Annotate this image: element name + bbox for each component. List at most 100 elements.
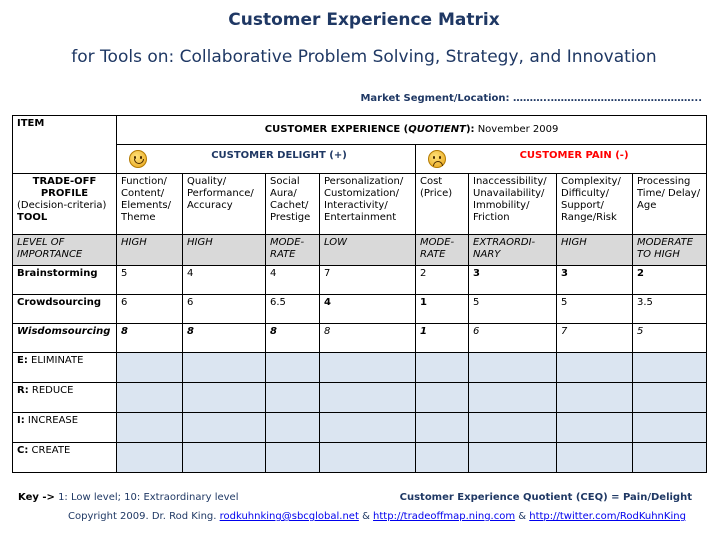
score-cell: 5 — [556, 294, 633, 324]
importance-cell: EXTRAORDI-NARY — [468, 234, 557, 266]
page-subtitle: for Tools on: Collaborative Problem Solv… — [71, 47, 657, 67]
smiley-face-icon — [129, 150, 147, 168]
profile-row: TRADE-OFF PROFILE (Decision-criteria) TO… — [12, 173, 708, 235]
action-cell[interactable] — [631, 382, 708, 413]
score-cell: 7 — [556, 323, 633, 353]
action-cell[interactable] — [319, 412, 416, 443]
score-cell: 5 — [468, 294, 557, 324]
importance-cell: MODE-RATE — [415, 234, 469, 266]
importance-cell: HIGH — [182, 234, 266, 266]
table-row: Brainstorming 5 4 4 7 2 3 3 2 — [12, 265, 708, 295]
score-cell: 1 — [415, 294, 469, 324]
table-row: Wisdomsourcing 8 8 8 8 1 6 7 5 — [12, 323, 708, 353]
criterion-function: Function/ Content/ Elements/ Theme — [116, 173, 183, 235]
action-row-increase: I: INCREASE — [12, 412, 708, 443]
action-cell[interactable] — [319, 352, 416, 383]
criterion-processing-time: Processing Time/ Delay/ Age — [631, 173, 708, 235]
score-cell: 4 — [265, 265, 320, 295]
action-row-reduce: R: REDUCE — [12, 382, 708, 413]
action-cell[interactable] — [556, 382, 633, 413]
score-cell: 3 — [556, 265, 633, 295]
action-cell[interactable] — [319, 442, 416, 473]
action-cell[interactable] — [116, 382, 183, 413]
tradeoffmap-link[interactable]: http://tradeoffmap.ning.com — [373, 511, 516, 522]
action-cell[interactable] — [468, 412, 557, 443]
action-cell[interactable] — [116, 412, 183, 443]
score-cell: 1 — [415, 323, 469, 353]
action-cell[interactable] — [116, 352, 183, 383]
score-cell: 4 — [182, 265, 266, 295]
importance-label: LEVEL OF IMPORTANCE — [12, 234, 117, 266]
action-cell[interactable] — [415, 382, 469, 413]
criterion-complexity: Complexity/ Difficulty/ Support/ Range/R… — [556, 173, 633, 235]
score-cell: 3.5 — [631, 294, 708, 324]
score-cell: 3 — [468, 265, 557, 295]
action-cell[interactable] — [265, 382, 320, 413]
action-cell[interactable] — [631, 442, 708, 473]
customer-pain-header: CUSTOMER PAIN (-) — [414, 144, 708, 174]
action-cell[interactable] — [182, 382, 266, 413]
score-cell: 6 — [468, 323, 557, 353]
action-cell[interactable] — [415, 412, 469, 443]
score-cell: 6.5 — [265, 294, 320, 324]
action-row-eliminate: E: ELIMINATE — [12, 352, 708, 383]
score-cell: 6 — [182, 294, 266, 324]
action-cell[interactable] — [468, 352, 557, 383]
market-segment-label: Market Segment/Location: ………..…………………………… — [360, 93, 702, 104]
action-cell[interactable] — [468, 442, 557, 473]
action-cell[interactable] — [556, 352, 633, 383]
importance-cell: HIGH — [556, 234, 633, 266]
action-label: E: ELIMINATE — [12, 352, 117, 383]
customer-delight-header: CUSTOMER DELIGHT (+) — [116, 144, 416, 174]
criterion-inaccessibility: Inaccessibility/ Unavailability/ Immobil… — [468, 173, 557, 235]
action-row-create: C: CREATE — [12, 442, 708, 473]
action-cell[interactable] — [265, 412, 320, 443]
action-cell[interactable] — [468, 382, 557, 413]
score-cell: 2 — [631, 265, 708, 295]
action-cell[interactable] — [556, 412, 633, 443]
tool-name: Wisdomsourcing — [12, 323, 117, 353]
action-cell[interactable] — [631, 412, 708, 443]
score-cell: 4 — [319, 294, 416, 324]
importance-cell: HIGH — [116, 234, 183, 266]
score-cell: 2 — [415, 265, 469, 295]
action-cell[interactable] — [182, 352, 266, 383]
action-label: R: REDUCE — [12, 382, 117, 413]
quotient-header: CUSTOMER EXPERIENCE (QUOTIENT): November… — [115, 115, 708, 145]
twitter-link[interactable]: http://twitter.com/RodKuhnKing — [529, 511, 686, 522]
score-cell: 7 — [319, 265, 416, 295]
action-cell[interactable] — [265, 442, 320, 473]
importance-cell: LOW — [319, 234, 416, 266]
action-label: I: INCREASE — [12, 412, 117, 443]
importance-cell: MODERATE TO HIGH — [631, 234, 708, 266]
frowning-face-icon — [428, 150, 446, 168]
importance-row: LEVEL OF IMPORTANCE HIGH HIGH MODE-RATE … — [12, 234, 708, 266]
action-cell[interactable] — [415, 442, 469, 473]
item-header: ITEM — [12, 115, 117, 174]
table-row: Crowdsourcing 6 6 6.5 4 1 5 5 3.5 — [12, 294, 708, 324]
tool-name: Crowdsourcing — [12, 294, 117, 324]
action-cell[interactable] — [265, 352, 320, 383]
action-cell[interactable] — [182, 442, 266, 473]
tool-name: Brainstorming — [12, 265, 117, 295]
action-label: C: CREATE — [12, 442, 117, 473]
criterion-social-aura: Social Aura/ Cachet/ Prestige — [265, 173, 320, 235]
score-cell: 8 — [319, 323, 416, 353]
criterion-personalization: Personalization/ Customization/ Interact… — [319, 173, 416, 235]
action-cell[interactable] — [415, 352, 469, 383]
page-title: Customer Experience Matrix — [228, 10, 500, 30]
action-cell[interactable] — [319, 382, 416, 413]
score-cell: 8 — [116, 323, 183, 353]
tradeoff-profile-label: TRADE-OFF PROFILE (Decision-criteria) TO… — [12, 173, 117, 235]
action-cell[interactable] — [556, 442, 633, 473]
ceq-formula: Customer Experience Quotient (CEQ) = Pai… — [399, 492, 692, 503]
score-cell: 5 — [631, 323, 708, 353]
importance-cell: MODE-RATE — [265, 234, 320, 266]
score-cell: 8 — [265, 323, 320, 353]
action-cell[interactable] — [182, 412, 266, 443]
email-link[interactable]: rodkuhnking@sbcglobal.net — [219, 511, 359, 522]
action-cell[interactable] — [116, 442, 183, 473]
copyright-line: Copyright 2009. Dr. Rod King. rodkuhnkin… — [68, 511, 686, 522]
score-cell: 8 — [182, 323, 266, 353]
action-cell[interactable] — [631, 352, 708, 383]
